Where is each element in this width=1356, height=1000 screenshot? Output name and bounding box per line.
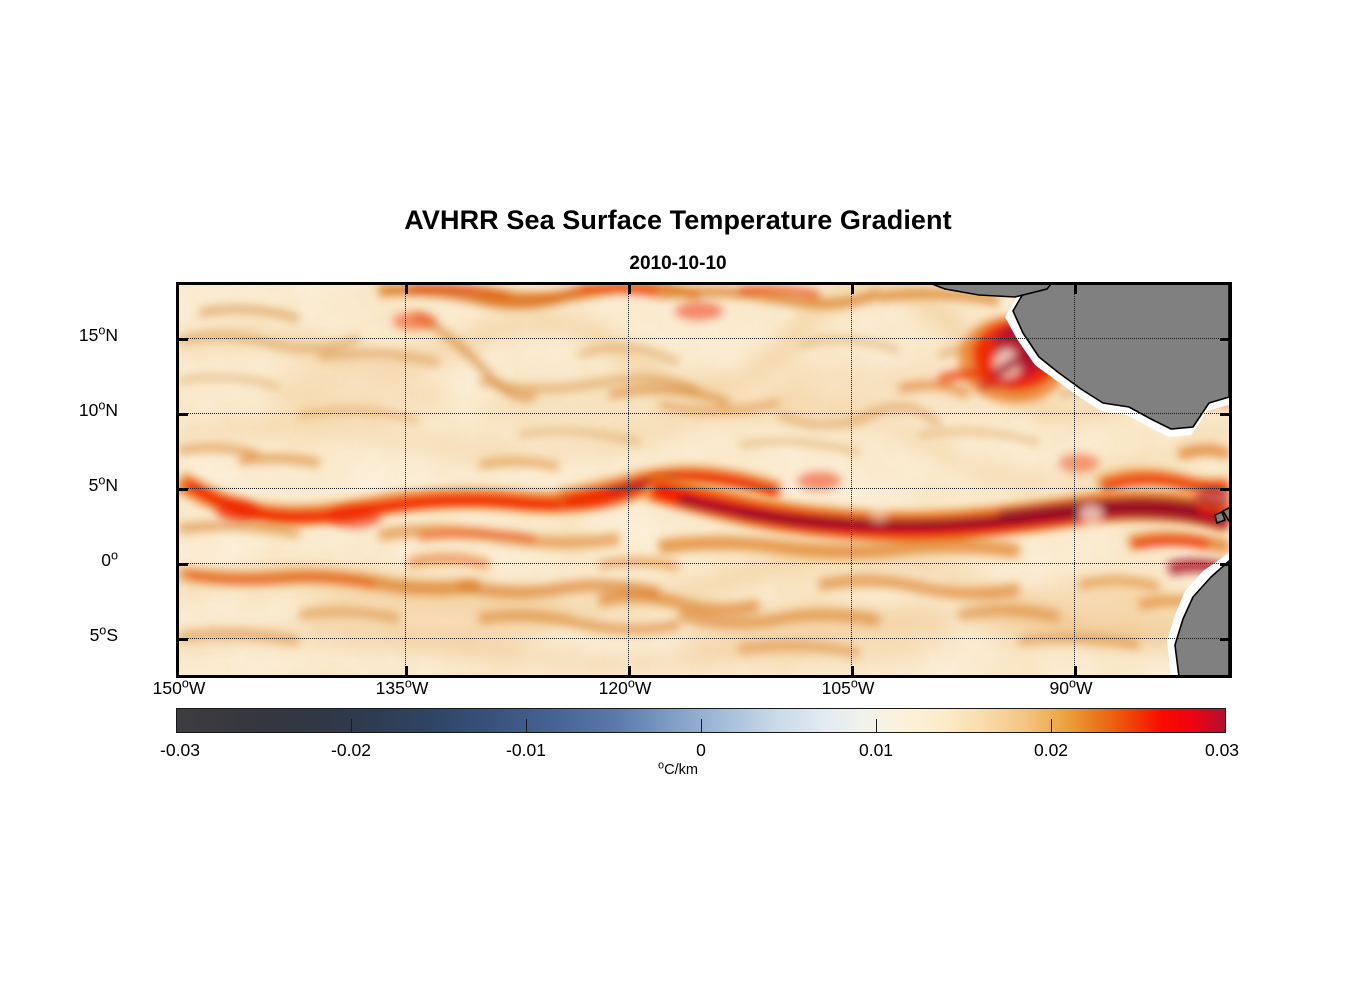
ytick-label-15n: 15oN — [78, 323, 118, 345]
ytick-5s-right — [1220, 638, 1229, 641]
colorbar-tick--0.02 — [351, 719, 352, 733]
xtick-label-150w: 150oW — [152, 676, 206, 698]
sst-gradient-raster — [179, 285, 1229, 675]
xtick-label-120w: 120oW — [598, 676, 652, 698]
colorbar-tick-0 — [701, 719, 702, 733]
colorbar — [176, 708, 1226, 733]
colorbar-label-0: 0 — [696, 740, 706, 760]
ytick-5n-right — [1220, 488, 1229, 491]
ytick-label-5n: 5oN — [88, 473, 118, 495]
colorbar-unit-label: oC/km — [658, 759, 698, 778]
map-axes — [176, 282, 1232, 678]
xtick-105w-top — [851, 285, 854, 294]
ytick-0 — [179, 563, 188, 566]
figure-subtitle: 2010-10-10 — [629, 253, 727, 274]
xtick-label-105w: 105oW — [821, 676, 875, 698]
ytick-0-right — [1220, 563, 1229, 566]
ytick-5s — [179, 638, 188, 641]
xtick-90w — [1074, 666, 1077, 675]
ytick-5n — [179, 488, 188, 491]
colorbar-label-0.03: 0.03 — [1204, 740, 1240, 760]
land-mask — [932, 285, 1229, 675]
colorbar-label--0.03: -0.03 — [160, 740, 200, 760]
xtick-120w — [628, 666, 631, 675]
ytick-label-0: 0o — [101, 548, 118, 570]
colorbar-label--0.02: -0.02 — [331, 740, 371, 760]
ytick-10n — [179, 413, 188, 416]
colorbar-tick-0.02 — [1051, 719, 1052, 733]
ytick-15n — [179, 338, 188, 341]
ytick-label-10n: 10oN — [78, 398, 118, 420]
xtick-105w — [851, 666, 854, 675]
colorbar-label-0.02: 0.02 — [1033, 740, 1069, 760]
xtick-120w-top — [628, 285, 631, 294]
colorbar-label--0.01: -0.01 — [506, 740, 546, 760]
colorbar-tick-0.01 — [876, 719, 877, 733]
ytick-15n-right — [1220, 338, 1229, 341]
xtick-label-135w: 135oW — [375, 676, 429, 698]
colorbar-label-0.01: 0.01 — [858, 740, 894, 760]
ytick-10n-right — [1220, 413, 1229, 416]
figure-title: AVHRR Sea Surface Temperature Gradient — [404, 205, 952, 235]
xtick-label-90w: 90oW — [1049, 676, 1093, 698]
xtick-135w — [405, 666, 408, 675]
ytick-label-5s: 5oS — [89, 623, 118, 645]
sst-gradient-field — [179, 285, 1229, 675]
xtick-135w-top — [405, 285, 408, 294]
colorbar-tick--0.01 — [526, 719, 527, 733]
xtick-90w-top — [1074, 285, 1077, 294]
